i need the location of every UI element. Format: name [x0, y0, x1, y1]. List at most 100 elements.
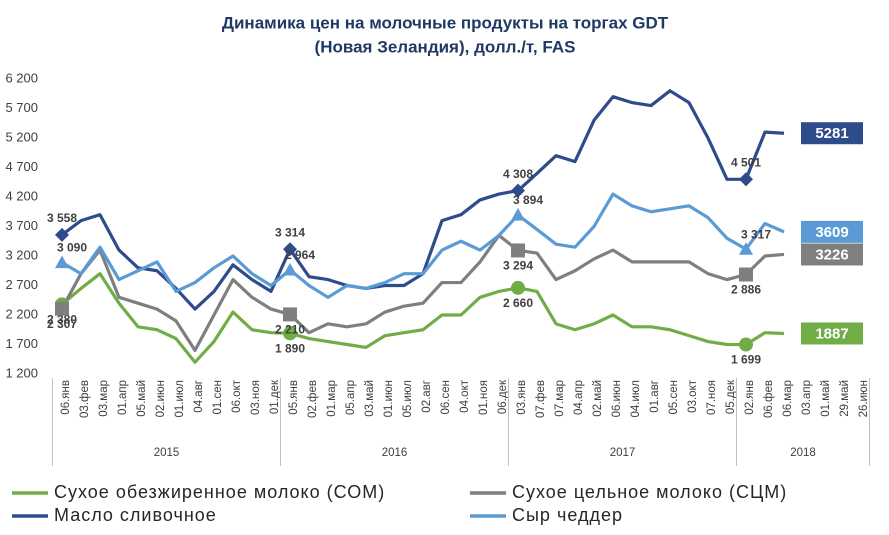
marker: [511, 280, 525, 295]
x-tick-label: 06.окт: [231, 379, 243, 413]
y-tick-label: 3 700: [5, 218, 38, 233]
x-tick-label: 03.май: [364, 380, 376, 417]
data-label: 2 964: [285, 248, 315, 262]
x-tick-label: 02.май: [592, 380, 604, 417]
y-tick-label: 3 200: [5, 247, 38, 262]
data-label: 3 894: [513, 193, 543, 207]
data-label: 3 090: [57, 241, 87, 255]
data-label: 3 294: [503, 259, 533, 273]
x-tick-label: 06.фев: [763, 380, 775, 418]
marker: [511, 243, 525, 258]
year-label: 2018: [790, 447, 816, 459]
y-tick-label: 2 700: [5, 277, 38, 292]
x-tick-label: 05.июл: [402, 380, 414, 418]
x-tick-label: 01.май: [820, 380, 832, 417]
year-label: 2016: [382, 447, 408, 459]
x-tick-label: 01.сен: [212, 380, 224, 414]
x-tick-label: 03.мар: [98, 380, 110, 417]
y-tick-label: 4 200: [5, 188, 38, 203]
x-tick-label: 04.авг: [193, 380, 205, 413]
x-tick-label: 05.май: [136, 380, 148, 417]
data-label: 2 380: [47, 313, 77, 327]
data-label: 4 501: [731, 155, 761, 169]
y-tick-label: 1 700: [5, 336, 38, 351]
x-tick-label: 07.мар: [554, 380, 566, 417]
marker: [739, 337, 753, 352]
legend-label: Масло сливочное: [54, 505, 217, 525]
y-tick-label: 6 200: [5, 70, 38, 85]
series-line: [61, 89, 785, 311]
x-tick-label: 02.июн: [155, 380, 167, 417]
x-tick-label: 02.фев: [307, 380, 319, 418]
x-tick-label: 26.июн: [858, 380, 870, 417]
end-label-box: [801, 122, 863, 145]
data-label: 3 558: [47, 211, 77, 225]
marker: [55, 255, 69, 269]
x-tick-label: 03.фев: [79, 380, 91, 418]
y-tick-label: 5 200: [5, 129, 38, 144]
x-tick-label: 05.дек: [725, 379, 737, 414]
x-tick-label: 05.апр: [345, 380, 357, 415]
end-label: 1887: [815, 325, 848, 342]
series-line: [61, 192, 785, 299]
x-tick-label: 03.окт: [687, 379, 699, 413]
y-tick-label: 4 700: [5, 159, 38, 174]
marker: [511, 208, 525, 221]
marker: [55, 301, 69, 316]
data-label: 1 699: [731, 353, 761, 367]
data-label: 2 660: [503, 296, 533, 310]
x-tick-label: 07.ноя: [706, 380, 718, 415]
data-label: 2 886: [731, 283, 761, 297]
x-tick-label: 01.авг: [649, 380, 661, 413]
year-label: 2017: [610, 447, 636, 459]
x-tick-label: 04.июл: [630, 380, 642, 418]
legend-label: Сыр чеддер: [512, 505, 623, 525]
x-tick-label: 03.янв: [516, 380, 528, 415]
chart-subtitle: (Новая Зеландия), долл./т, FAS: [315, 37, 576, 56]
x-tick-label: 06.сен: [440, 380, 452, 414]
end-label: 5281: [815, 125, 848, 142]
x-tick-label: 29.май: [839, 380, 851, 417]
x-tick-label: 07.фев: [535, 380, 547, 418]
end-label: 3226: [815, 246, 848, 263]
x-tick-label: 01.апр: [117, 380, 129, 415]
marker: [283, 307, 297, 322]
series-line: [60, 233, 785, 352]
x-tick-label: 05.янв: [288, 380, 300, 415]
x-tick-label: 01.ноя: [478, 380, 490, 415]
series-line: [60, 272, 785, 364]
x-tick-label: 01.мар: [326, 380, 338, 417]
data-label: 1 890: [275, 341, 305, 355]
marker: [283, 242, 297, 257]
x-tick-label: 01.июл: [174, 380, 186, 418]
data-label: 3 314: [275, 225, 305, 239]
x-tick-label: 06.дек: [497, 379, 509, 414]
chart-title: Динамика цен на молочные продукты на тор…: [222, 13, 669, 32]
end-label-box: [801, 220, 863, 243]
marker: [511, 183, 525, 198]
end-label-box: [801, 322, 863, 345]
end-label-box: [801, 243, 863, 266]
data-label: 3 317: [741, 227, 771, 241]
x-tick-label: 02.авг: [421, 380, 433, 413]
y-tick-label: 2 200: [5, 306, 38, 321]
marker: [283, 326, 297, 341]
year-label: 2015: [154, 447, 180, 459]
marker: [739, 267, 753, 282]
data-label: 4 308: [503, 167, 533, 181]
x-tick-label: 01.июн: [383, 380, 395, 417]
x-tick-label: 06.мар: [782, 380, 794, 417]
end-label: 3609: [815, 224, 848, 241]
x-tick-label: 03.ноя: [250, 380, 262, 415]
x-tick-label: 04.апр: [573, 380, 585, 415]
marker: [739, 172, 753, 187]
x-tick-label: 06.июн: [611, 380, 623, 417]
y-tick-label: 1 200: [5, 365, 38, 380]
legend-label: Сухое обезжиренное молоко (СОМ): [54, 482, 385, 502]
x-tick-label: 04.окт: [459, 379, 471, 413]
marker: [55, 227, 69, 242]
x-tick-label: 05.сен: [668, 380, 680, 414]
legend-label: Сухое цельное молоко (СЦМ): [512, 482, 787, 502]
data-label: 2 307: [47, 317, 77, 331]
